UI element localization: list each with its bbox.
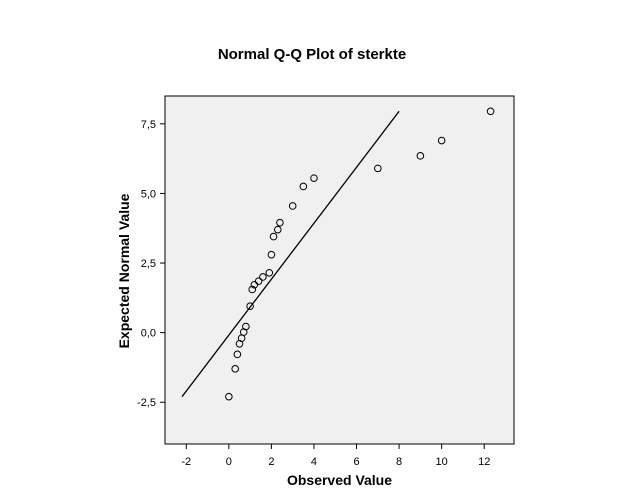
x-tick-label: -2 xyxy=(181,456,191,468)
data-point xyxy=(269,232,278,241)
data-point xyxy=(374,164,382,173)
x-tick-label: 8 xyxy=(396,456,402,468)
data-point xyxy=(486,107,495,116)
data-point xyxy=(231,365,240,373)
data-point xyxy=(254,277,263,285)
x-tick-label: 4 xyxy=(311,456,317,468)
data-points xyxy=(225,107,495,401)
y-axis-label: Expected Normal Value xyxy=(116,193,132,349)
x-tick-label: 2 xyxy=(268,456,274,468)
data-point xyxy=(299,182,308,191)
chart-title: Normal Q-Q Plot of sterkte xyxy=(217,46,407,63)
x-axis: -2 0 2 4 6 8 10 12 xyxy=(181,444,490,468)
x-tick-label: 0 xyxy=(226,456,232,468)
x-tick-label: 10 xyxy=(436,456,448,468)
y-axis: -2,5 0,0 2,5 5,0 7,5 xyxy=(137,119,165,409)
data-point xyxy=(233,350,242,359)
y-tick-label: 2,5 xyxy=(141,258,156,270)
y-tick-label: 7,5 xyxy=(141,119,156,131)
data-point xyxy=(273,225,282,234)
y-tick-label: 0,0 xyxy=(141,328,156,340)
x-axis-label: Observed Value xyxy=(286,472,393,488)
data-point xyxy=(265,268,274,277)
data-point xyxy=(242,322,250,331)
data-point xyxy=(225,392,233,401)
data-point xyxy=(259,273,267,281)
y-tick-label: 5,0 xyxy=(141,188,156,200)
data-point xyxy=(437,136,446,145)
reference-line xyxy=(181,110,400,398)
y-tick-label: -2,5 xyxy=(137,397,156,409)
data-point xyxy=(246,302,254,310)
x-tick-label: 12 xyxy=(478,456,490,468)
data-point xyxy=(310,174,318,182)
data-point xyxy=(267,250,276,259)
x-tick-label: 6 xyxy=(353,456,359,468)
data-point xyxy=(416,152,425,160)
plot-area xyxy=(164,95,515,445)
data-point xyxy=(276,218,284,227)
data-point xyxy=(248,285,257,294)
data-point xyxy=(288,202,297,210)
